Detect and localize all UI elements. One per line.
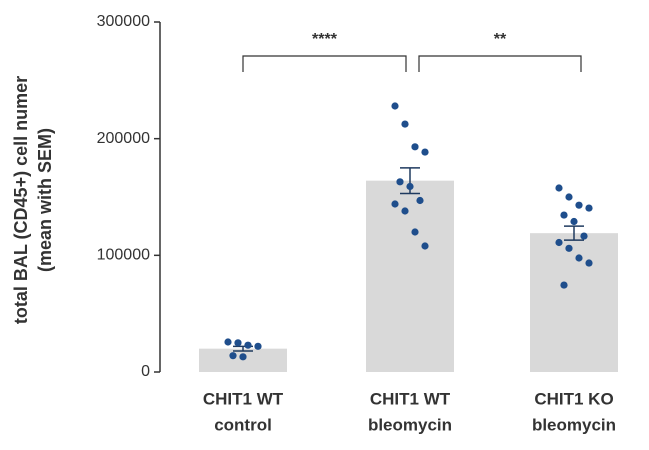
data-point	[575, 201, 583, 209]
data-point	[411, 143, 419, 151]
y-tick-label: 0	[141, 363, 150, 380]
y-tick-label: 200000	[97, 130, 150, 147]
data-point	[396, 178, 404, 186]
significance-bracket	[418, 55, 582, 72]
data-point	[401, 207, 409, 215]
data-point	[421, 242, 429, 250]
data-point	[555, 184, 563, 192]
y-tick-label: 100000	[97, 247, 150, 264]
data-point	[565, 244, 573, 252]
x-tick-label: bleomycin	[532, 415, 616, 434]
data-point	[224, 338, 232, 346]
data-point	[585, 204, 593, 212]
x-tick-label: control	[214, 415, 272, 434]
y-axis-label: (mean with SEM)	[35, 128, 55, 272]
significance-bracket	[242, 55, 407, 72]
data-point	[560, 211, 568, 219]
data-point	[580, 232, 588, 240]
data-point	[560, 281, 568, 289]
bar	[530, 233, 618, 372]
data-point	[411, 228, 419, 236]
significance-label: **	[494, 31, 507, 48]
data-point	[391, 102, 399, 110]
data-point	[391, 200, 399, 208]
data-point	[416, 196, 424, 205]
data-point	[254, 342, 262, 350]
data-point	[234, 339, 242, 347]
data-point	[229, 352, 237, 360]
data-point	[555, 238, 563, 247]
data-point	[239, 353, 247, 361]
data-point	[565, 193, 573, 201]
data-point	[406, 182, 414, 191]
bar	[366, 180, 454, 372]
x-tick-label: CHIT1 WT	[203, 389, 284, 408]
data-point	[421, 148, 429, 156]
x-tick-label: CHIT1 WT	[370, 389, 451, 408]
data-point	[575, 254, 583, 262]
x-tick-label: bleomycin	[368, 415, 452, 434]
significance-label: ****	[312, 31, 338, 48]
y-axis-label: total BAL (CD45+) cell numer	[11, 76, 31, 324]
data-point	[570, 217, 578, 226]
data-point	[401, 120, 409, 128]
x-tick-label: CHIT1 KO	[534, 389, 613, 408]
data-point	[585, 259, 593, 267]
y-tick-label: 300000	[97, 13, 150, 30]
data-point	[244, 341, 252, 349]
